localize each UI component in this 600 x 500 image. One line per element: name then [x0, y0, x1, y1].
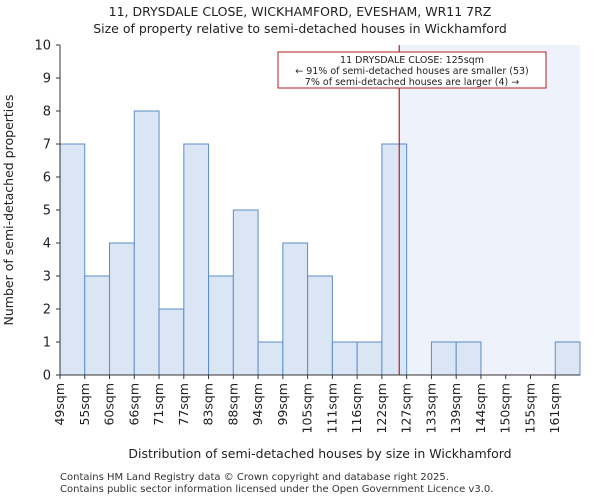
- bar: [84, 275, 111, 376]
- y-axis-title: Number of semi-detached properties: [1, 95, 16, 326]
- annotation-line: 11 DRYSDALE CLOSE: 125sqm: [340, 55, 484, 66]
- x-tick-label: 66sqm: [126, 383, 141, 426]
- x-tick-label: 111sqm: [324, 383, 339, 433]
- bar: [232, 209, 259, 376]
- y-tick-label: 4: [43, 237, 51, 252]
- chart-subtitle: Size of property relative to semi-detach…: [93, 21, 507, 36]
- x-tick-label: 55sqm: [77, 383, 92, 426]
- x-tick-label: 127sqm: [399, 383, 414, 433]
- x-tick-label: 155sqm: [522, 383, 537, 433]
- y-tick-label: 1: [43, 336, 51, 351]
- bar: [282, 242, 309, 376]
- x-axis-title: Distribution of semi-detached houses by …: [128, 446, 511, 461]
- bar: [133, 110, 160, 376]
- bar: [356, 341, 383, 376]
- bar: [183, 143, 210, 376]
- y-tick-label: 5: [43, 204, 51, 219]
- x-tick-label: 116sqm: [349, 383, 364, 433]
- bar: [208, 275, 234, 376]
- x-tick-label: 161sqm: [547, 383, 562, 433]
- bar: [554, 341, 581, 376]
- larger-region-shade: [399, 45, 580, 375]
- x-tick-label: 144sqm: [473, 383, 488, 433]
- bar: [109, 242, 135, 376]
- x-tick-label: 71sqm: [151, 383, 166, 426]
- bar: [307, 275, 333, 376]
- footer-licence: Contains public sector information licen…: [60, 484, 494, 495]
- y-tick-label: 8: [43, 105, 51, 120]
- x-tick-label: 60sqm: [102, 383, 117, 426]
- x-tick-label: 122sqm: [374, 383, 389, 433]
- x-tick-label: 94sqm: [250, 383, 265, 426]
- bar: [381, 143, 408, 376]
- y-tick-label: 6: [43, 171, 51, 186]
- y-tick-label: 7: [43, 138, 51, 153]
- bar: [257, 341, 284, 376]
- y-tick-label: 0: [43, 369, 51, 384]
- y-tick-label: 10: [34, 39, 51, 54]
- x-tick-label: 49sqm: [52, 383, 67, 426]
- bar: [158, 308, 185, 376]
- y-tick-label: 3: [43, 270, 51, 285]
- bar: [430, 341, 457, 376]
- bar: [59, 143, 86, 376]
- x-tick-label: 88sqm: [225, 383, 240, 426]
- x-tick-label: 83sqm: [201, 383, 216, 426]
- annotation-box: [277, 51, 547, 89]
- footer-copyright: Contains HM Land Registry data © Crown c…: [60, 472, 449, 483]
- x-tick-label: 99sqm: [275, 383, 290, 426]
- x-tick-label: 105sqm: [300, 383, 315, 433]
- annotation-line: 7% of semi-detached houses are larger (4…: [305, 77, 519, 88]
- x-tick-label: 150sqm: [498, 383, 513, 433]
- x-tick-label: 139sqm: [448, 383, 463, 433]
- x-tick-label: 133sqm: [423, 383, 438, 433]
- histogram-chart: 0 1 2 3 4 5 6 7 8 9 10 49sqm 55sqm 60sqm 66sqm 71sqm 77s…: [1, 39, 581, 461]
- bar: [455, 341, 482, 376]
- x-tick-label: 77sqm: [176, 383, 191, 426]
- y-tick-label: 9: [43, 72, 51, 87]
- annotation-line: ← 91% of semi-detached houses are smalle…: [295, 66, 529, 77]
- bar: [331, 341, 358, 376]
- chart-title: 11, DRYSDALE CLOSE, WICKHAMFORD, EVESHAM…: [108, 4, 492, 19]
- y-tick-label: 2: [43, 303, 51, 318]
